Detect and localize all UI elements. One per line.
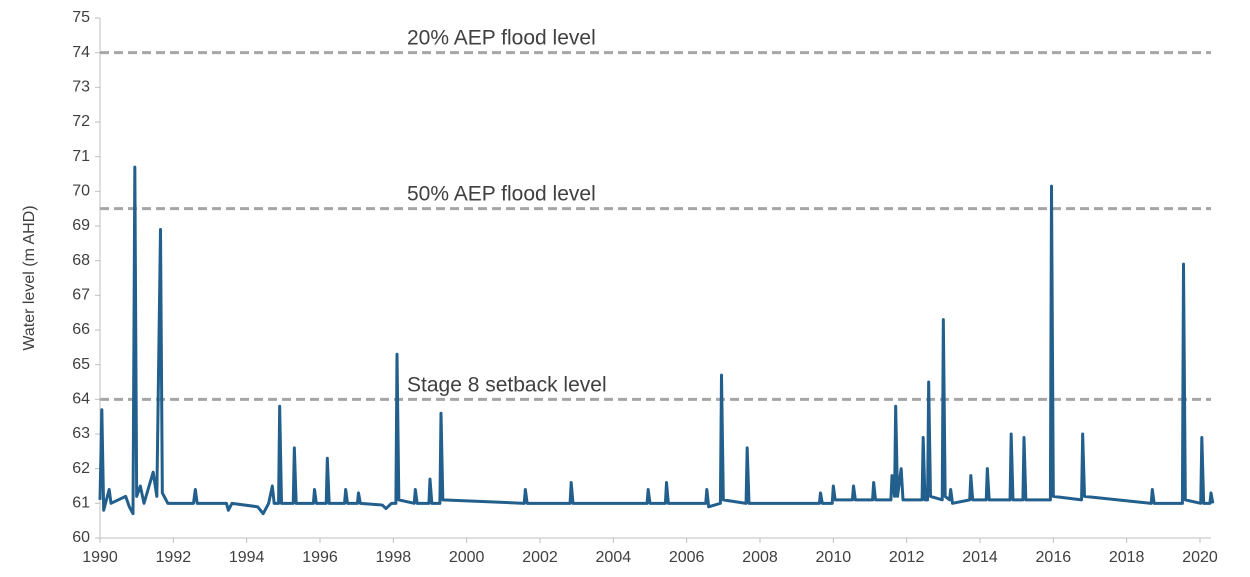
x-tick-label: 1996 bbox=[302, 549, 338, 566]
water-level-line bbox=[98, 165, 1215, 516]
y-tick-label: 62 bbox=[72, 460, 90, 477]
y-tick-label: 75 bbox=[72, 9, 90, 26]
x-tick-label: 2010 bbox=[816, 549, 852, 566]
x-tick-label: 1994 bbox=[229, 549, 265, 566]
x-tick-label: 2006 bbox=[669, 549, 705, 566]
reference-label: 50% AEP flood level bbox=[407, 183, 596, 206]
x-tick-label: 1990 bbox=[82, 549, 118, 566]
y-tick-label: 72 bbox=[72, 113, 90, 130]
x-tick-label: 2002 bbox=[522, 549, 558, 566]
y-tick-label: 71 bbox=[72, 148, 90, 165]
x-tick-label: 2016 bbox=[1036, 549, 1072, 566]
y-tick-label: 60 bbox=[72, 529, 90, 546]
reference-label: 20% AEP flood level bbox=[407, 27, 596, 50]
x-tick-label: 2000 bbox=[449, 549, 485, 566]
y-tick-label: 70 bbox=[72, 183, 90, 200]
y-tick-label: 64 bbox=[72, 391, 90, 408]
y-tick-label: 68 bbox=[72, 252, 90, 269]
x-tick-label: 2014 bbox=[962, 549, 998, 566]
y-tick-label: 74 bbox=[72, 44, 90, 61]
y-axis-label: Water level (m AHD) bbox=[21, 205, 38, 350]
y-tick-label: 61 bbox=[72, 495, 90, 512]
y-tick-label: 69 bbox=[72, 217, 90, 234]
y-tick-label: 73 bbox=[72, 79, 90, 96]
y-tick-label: 66 bbox=[72, 321, 90, 338]
x-tick-label: 2020 bbox=[1182, 549, 1218, 566]
x-tick-label: 1992 bbox=[156, 549, 192, 566]
reference-label: Stage 8 setback level bbox=[407, 373, 607, 396]
x-tick-label: 2004 bbox=[596, 549, 632, 566]
x-tick-label: 2018 bbox=[1109, 549, 1145, 566]
y-tick-label: 67 bbox=[72, 287, 90, 304]
x-tick-label: 2008 bbox=[742, 549, 778, 566]
x-tick-label: 1998 bbox=[376, 549, 412, 566]
x-tick-label: 2012 bbox=[889, 549, 925, 566]
y-tick-label: 65 bbox=[72, 356, 90, 373]
y-tick-label: 63 bbox=[72, 425, 90, 442]
